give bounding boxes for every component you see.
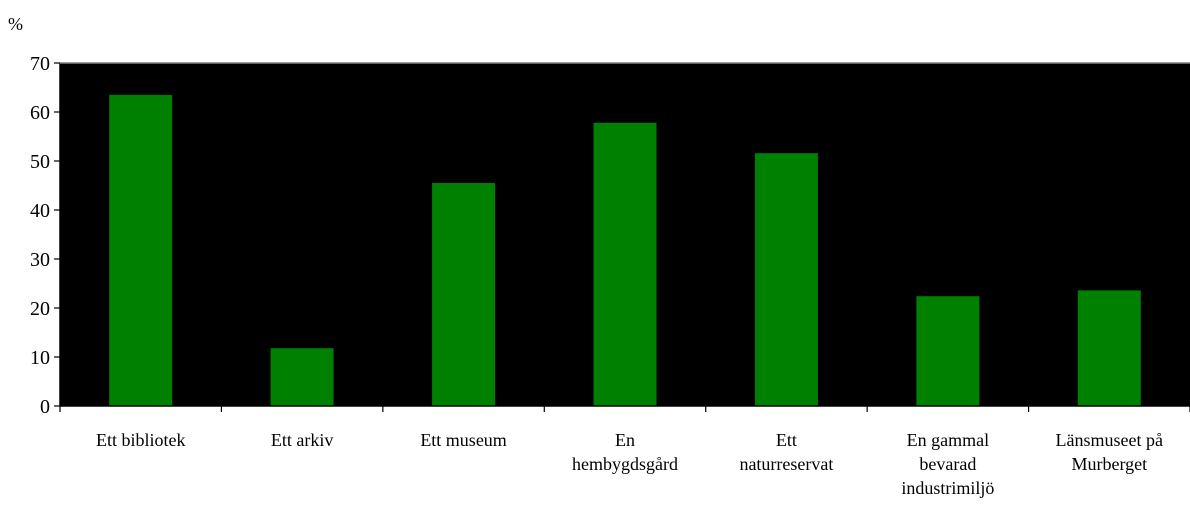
x-category-label-line: Ett	[776, 430, 797, 450]
y-tick-label: 60	[30, 102, 50, 124]
bar-4	[593, 122, 657, 407]
x-category-labels: Ett bibliotek Ett arkiv Ett museum En hembyg…	[96, 430, 1163, 498]
bars-group	[109, 94, 1141, 407]
x-category-label-line: hembygdsgård	[572, 454, 678, 474]
x-category-label-line: Länsmuseet på	[1056, 430, 1163, 450]
x-category-label: En gammal bevarad industrimiljö	[901, 430, 994, 498]
x-category-label-line: En gammal	[907, 430, 989, 450]
x-category-label-line: bevarad	[919, 454, 976, 474]
bar-7	[1077, 290, 1141, 406]
x-category-label: En hembygdsgård	[572, 430, 678, 474]
x-category-label-line: Ett museum	[420, 430, 507, 450]
x-category-label: Ett naturreservat	[739, 430, 833, 474]
y-tick-label: 20	[30, 298, 50, 320]
y-axis-unit-label: %	[8, 14, 23, 34]
y-tick-label: 70	[30, 53, 50, 75]
bar-2	[270, 348, 334, 406]
y-tick-label: 50	[30, 151, 50, 173]
x-category-label: Länsmuseet på Murberget	[1056, 430, 1163, 474]
x-category-label-line: industrimiljö	[901, 478, 994, 498]
x-category-label-line: Murberget	[1071, 454, 1147, 474]
x-category-label: Ett arkiv	[271, 430, 333, 450]
x-category-label-line: En	[615, 430, 635, 450]
y-tick-label: 0	[40, 396, 50, 418]
x-category-label-line: Ett bibliotek	[96, 430, 186, 450]
bar-1	[109, 94, 173, 407]
bar-6	[916, 296, 980, 406]
y-tick-labels: 0 10 20 30 40 50 60 70	[30, 53, 50, 418]
axes-group	[54, 62, 1190, 412]
y-tick-label: 40	[30, 200, 50, 222]
y-tick-label: 10	[30, 347, 50, 369]
x-category-label-line: naturreservat	[739, 454, 833, 474]
y-tick-label: 30	[30, 249, 50, 271]
x-category-label: Ett bibliotek	[96, 430, 186, 450]
bar-3	[432, 183, 496, 406]
x-category-label: Ett museum	[420, 430, 507, 450]
x-category-label-line: Ett arkiv	[271, 430, 333, 450]
bar-5	[754, 153, 818, 406]
